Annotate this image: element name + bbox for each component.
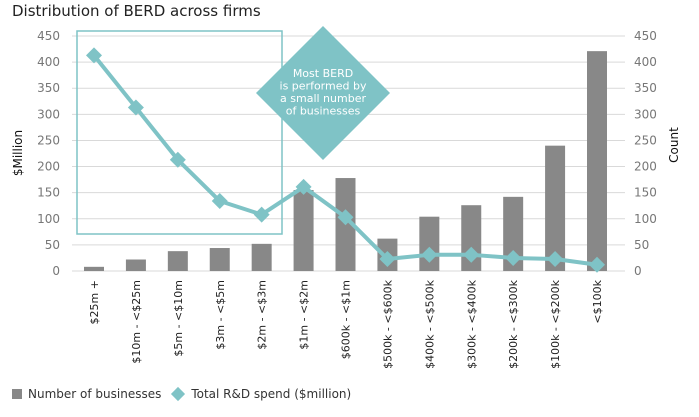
right-tick-label: 300 [634, 107, 657, 121]
annotation-text: Most BERD [293, 67, 353, 80]
left-tick-label: 450 [37, 29, 60, 43]
bar [209, 248, 230, 271]
line-point [295, 178, 312, 195]
right-tick-label: 250 [634, 133, 657, 147]
left-axis-label: $Million [11, 130, 25, 176]
right-tick-label: 0 [634, 264, 642, 278]
bar [587, 51, 607, 272]
line-point [589, 256, 605, 273]
line-point [505, 249, 522, 266]
category-label: $1m - <$2m [298, 280, 311, 350]
legend-swatch-bar [12, 389, 22, 399]
right-axis-label: Count [667, 127, 681, 163]
legend: Number of businesses Total R&D spend ($m… [12, 386, 352, 402]
annotation-text: a small number [280, 92, 366, 105]
category-label: $10m - <$25m [130, 280, 143, 364]
bar [503, 196, 524, 271]
left-tick-label: 0 [52, 264, 60, 278]
right-tick-label: 200 [634, 160, 657, 174]
legend-swatch-line [171, 386, 186, 402]
line-point [463, 246, 480, 263]
category-label: $100k - <$200k [549, 279, 562, 369]
category-label: $200k - <$300k [507, 279, 520, 369]
line-point [211, 193, 228, 210]
chart-title: Distribution of BERD across firms [12, 2, 261, 20]
category-label: $400k - <$500k [423, 279, 436, 369]
bar [293, 190, 314, 271]
left-tick-label: 300 [37, 107, 60, 121]
category-label: <$100k [591, 279, 604, 323]
right-tick-label: 100 [634, 212, 657, 226]
left-tick-label: 50 [45, 238, 60, 252]
right-tick-label: 450 [634, 29, 657, 43]
bar [419, 216, 440, 271]
line-point [337, 209, 354, 226]
category-label: $3m - <$5m [214, 280, 227, 350]
highlight-box [76, 30, 283, 235]
bar [167, 251, 188, 271]
legend-label-bar: Number of businesses [28, 387, 162, 401]
line-point [547, 250, 564, 267]
annotation-text: is performed by [280, 80, 367, 93]
line-point [169, 151, 186, 168]
line-point [379, 250, 396, 267]
bar [545, 145, 566, 271]
line-point [253, 206, 270, 223]
line-point [86, 47, 102, 64]
right-tick-label: 50 [634, 238, 649, 252]
annotation-diamond [256, 26, 390, 160]
left-tick-label: 100 [37, 212, 60, 226]
bar [125, 259, 146, 271]
bar [251, 243, 272, 271]
left-tick-label: 150 [37, 186, 60, 200]
left-tick-label: 350 [37, 81, 60, 95]
category-label: $500k - <$600k [381, 279, 394, 369]
annotation-text: of businesses [286, 105, 361, 118]
category-label: $25m + [88, 280, 101, 324]
category-label: $2m - <$3m [256, 280, 269, 350]
category-label: $600k - <$1m [340, 280, 353, 359]
category-label: $5m - <$10m [172, 280, 185, 357]
right-tick-label: 400 [634, 55, 657, 69]
category-label: $300k - <$400k [465, 279, 478, 369]
left-tick-label: 200 [37, 160, 60, 174]
right-tick-label: 150 [634, 186, 657, 200]
left-tick-label: 400 [37, 55, 60, 69]
line-point [421, 246, 438, 263]
line-point [127, 99, 144, 116]
left-tick-label: 250 [37, 133, 60, 147]
legend-label-line: Total R&D spend ($million) [191, 387, 352, 401]
bar [84, 266, 104, 271]
right-tick-label: 350 [634, 81, 657, 95]
